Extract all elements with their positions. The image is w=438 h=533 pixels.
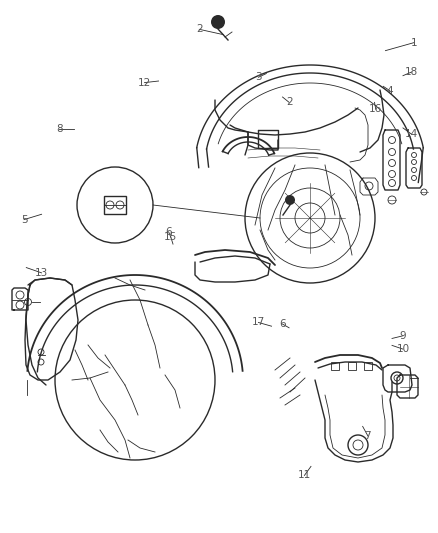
Text: 15: 15	[164, 232, 177, 242]
Text: 1: 1	[410, 38, 417, 47]
Text: 18: 18	[405, 67, 418, 77]
Text: 3: 3	[255, 72, 262, 82]
Text: 13: 13	[35, 268, 48, 278]
Circle shape	[211, 15, 225, 29]
Text: 2: 2	[196, 25, 203, 34]
Bar	[364, 362, 372, 370]
Text: 7: 7	[364, 431, 371, 441]
Text: 16: 16	[369, 104, 382, 114]
Bar	[331, 362, 339, 370]
Text: 14: 14	[405, 130, 418, 139]
Circle shape	[285, 195, 295, 205]
Text: 17: 17	[252, 318, 265, 327]
Text: 4: 4	[386, 86, 393, 95]
Text: 5: 5	[21, 215, 28, 224]
Text: 10: 10	[396, 344, 410, 354]
Text: 9: 9	[399, 331, 406, 341]
Bar	[104, 196, 126, 214]
Text: 6: 6	[165, 227, 172, 237]
Text: 8: 8	[56, 124, 63, 134]
Text: 11: 11	[298, 471, 311, 480]
Bar	[348, 362, 356, 370]
Text: 6: 6	[279, 319, 286, 329]
Text: 2: 2	[286, 98, 293, 107]
Text: 12: 12	[138, 78, 151, 87]
